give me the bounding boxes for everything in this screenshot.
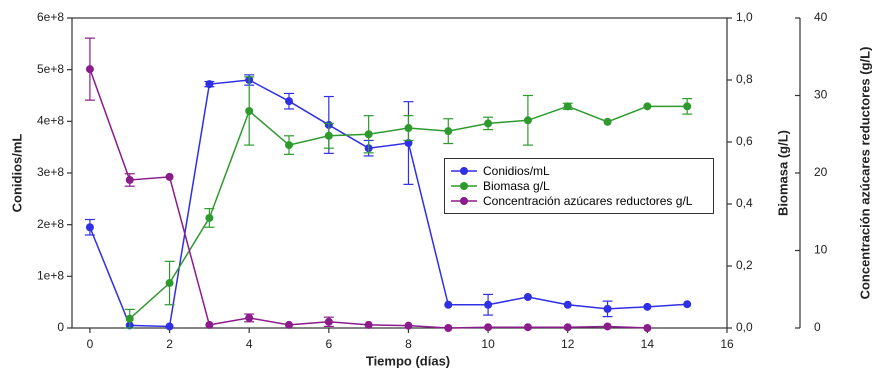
y2-tick-label: 1,0: [736, 10, 753, 24]
y2-axis-title: Biomasa (g/L): [775, 130, 790, 216]
x-tick-label: 12: [561, 337, 575, 351]
legend-icon: [451, 182, 477, 190]
legend-item: Concentración azúcares reductores g/L: [451, 194, 707, 208]
data-point: [484, 323, 493, 332]
y-tick-label: 5e+8: [37, 62, 64, 76]
data-point: [404, 124, 413, 133]
legend-icon: [451, 197, 477, 205]
data-point: [245, 313, 254, 322]
data-point: [563, 323, 572, 332]
legend-dot: [460, 182, 468, 190]
data-point: [444, 300, 453, 309]
y-axis-title: Conidios/mL: [9, 134, 24, 213]
y2-tick-label: 0,2: [736, 258, 753, 272]
y3-axis-title: Concentración azúcares reductores (g/L): [857, 47, 872, 300]
data-point: [285, 97, 294, 106]
y-tick-label: 4e+8: [37, 114, 64, 128]
legend-label: Concentración azúcares reductores g/L: [483, 194, 693, 208]
data-point: [205, 80, 214, 89]
data-point: [404, 321, 413, 330]
legend-icon: [451, 167, 477, 175]
data-point: [563, 102, 572, 111]
data-point: [324, 131, 333, 140]
x-tick-label: 2: [166, 337, 173, 351]
y3-tick-label: 30: [814, 88, 828, 102]
data-point: [444, 324, 453, 332]
data-point: [285, 141, 294, 150]
data-point: [165, 279, 174, 288]
data-point: [85, 65, 94, 74]
data-point: [523, 116, 532, 125]
y2-tick-label: 0,6: [736, 134, 753, 148]
data-point: [523, 293, 532, 301]
y2-tick-label: 0,4: [736, 196, 753, 210]
data-point: [603, 322, 612, 331]
data-point: [683, 102, 692, 111]
y3-tick-label: 20: [814, 165, 828, 179]
x-tick-label: 6: [325, 337, 332, 351]
data-point: [285, 320, 294, 329]
y3-tick-label: 10: [814, 243, 828, 257]
data-point: [563, 300, 572, 309]
x-tick-label: 16: [720, 337, 734, 351]
x-tick-label: 10: [481, 337, 495, 351]
y-tick-label: 0: [57, 320, 64, 334]
y-tick-label: 1e+8: [37, 269, 64, 283]
data-point: [324, 317, 333, 326]
data-point: [165, 322, 174, 331]
x-tick-label: 14: [641, 337, 655, 351]
legend-item: Conidios/mL: [451, 164, 707, 178]
data-point: [364, 320, 373, 329]
x-tick-label: 0: [87, 337, 94, 351]
data-point: [125, 175, 134, 184]
legend-dot: [460, 197, 468, 205]
data-point: [523, 323, 532, 332]
data-point: [444, 127, 453, 136]
data-point: [125, 314, 134, 323]
data-point: [364, 130, 373, 139]
y3-tick-label: 40: [814, 10, 828, 24]
legend-label: Conidios/mL: [483, 164, 550, 178]
y3-tick-label: 0: [814, 320, 821, 334]
data-point: [643, 324, 652, 332]
legend-dot: [460, 167, 468, 175]
data-point: [484, 119, 493, 128]
data-point: [603, 304, 612, 313]
data-point: [205, 320, 214, 329]
data-point: [165, 172, 174, 181]
data-point: [245, 107, 254, 115]
data-point: [484, 300, 493, 309]
y2-tick-label: 0,0: [736, 320, 753, 334]
data-point: [603, 117, 612, 126]
legend-label: Biomasa g/L: [483, 179, 550, 193]
data-point: [683, 300, 692, 309]
y2-tick-label: 0,8: [736, 72, 753, 86]
y-tick-label: 6e+8: [37, 10, 64, 24]
data-point: [85, 223, 94, 232]
data-point: [205, 213, 214, 222]
y-tick-label: 2e+8: [37, 217, 64, 231]
series-line: [89, 79, 688, 328]
legend: Conidios/mL Biomasa g/L Concentración azúc…: [444, 158, 714, 214]
data-point: [643, 102, 652, 111]
x-tick-label: 4: [246, 337, 253, 351]
x-axis-title: Tiempo (días): [366, 353, 450, 368]
y-tick-label: 3e+8: [37, 165, 64, 179]
x-tick-label: 8: [405, 337, 412, 351]
legend-item: Biomasa g/L: [451, 179, 707, 193]
data-point: [643, 302, 652, 311]
